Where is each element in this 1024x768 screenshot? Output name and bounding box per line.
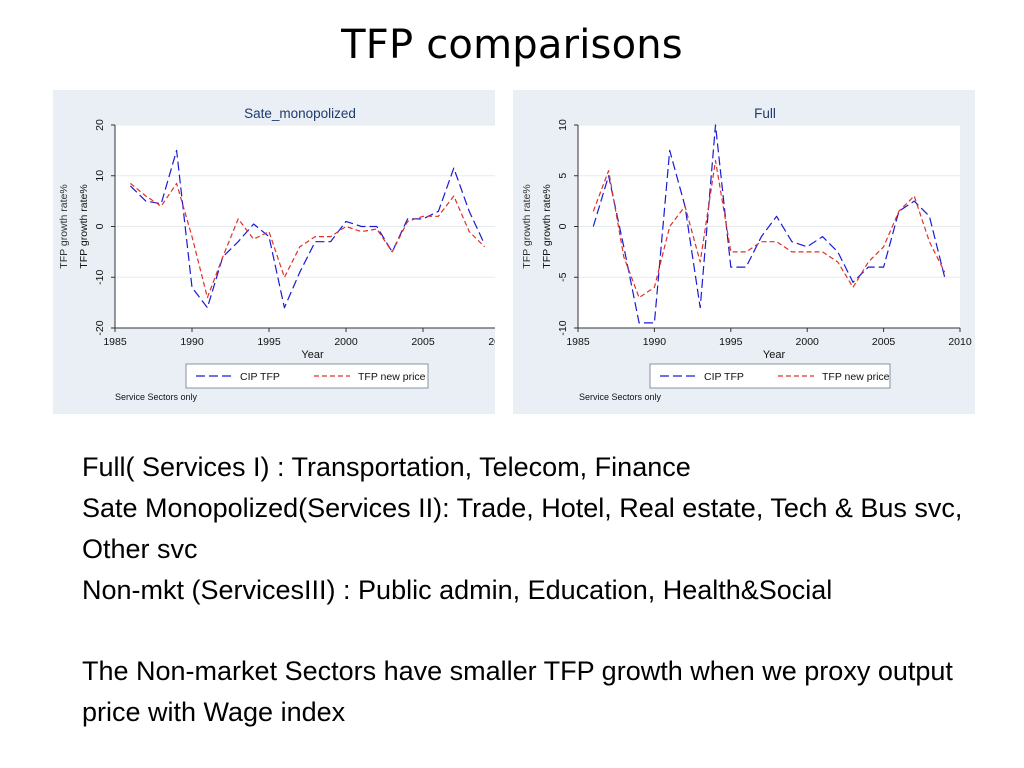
sector-line-sate-monopolized: Sate Monopolized(Services II): Trade, Ho… [82,493,963,564]
y-axis-label-secondary: TFP growth rate% [58,184,70,268]
chart-sate-monopolized: Sate_monopolized -20 -10 0 10 20 1985 1990 1995 2… [58,106,495,402]
x-tick-label: 2010 [948,336,972,348]
chart-panel-full: Full -10 -5 0 5 10 1985 1990 1995 2000 2005 2010 Yea… [513,90,975,414]
sector-line-non-mkt: Non-mkt (ServicesIII) : Public admin, Ed… [82,575,833,605]
y-axis-label: TFP growth rate% [541,184,553,268]
x-tick-label: 1995 [257,336,281,348]
chart-note: Service Sectors only [115,392,198,402]
x-tick-label: 1990 [643,336,667,348]
slide-title: TFP comparisons [341,22,683,68]
chart-title: Sate_monopolized [244,106,356,121]
series-line-cip-tfp [129,149,486,309]
x-axis-label: Year [301,349,324,361]
y-tick-label: -20 [94,320,106,335]
x-tick-label: 1995 [719,336,743,348]
series-line-tfp-new-price [592,159,946,299]
y-tick-label: 5 [557,173,569,179]
sector-line-full: Full( Services I) : Transportation, Tele… [82,452,691,482]
legend-label: TFP new price [822,371,890,383]
chart-title: Full [754,106,776,121]
x-tick-label: 2000 [796,336,820,348]
conclusion-line: The Non-market Sectors have smaller TFP … [82,656,953,727]
x-tick-label: 2005 [411,336,435,348]
y-axis-label-secondary: TFP growth rate% [521,184,533,268]
chart-full: Full -10 -5 0 5 10 1985 1990 1995 2000 2005 2010 Yea… [521,106,972,402]
y-tick-label: 0 [557,223,569,229]
x-tick-label: 1985 [103,336,127,348]
legend-label: TFP new price [358,371,426,383]
y-tick-label: 10 [557,119,569,131]
x-tick-label: 1990 [180,336,204,348]
x-tick-label: 2005 [872,336,896,348]
x-tick-label: 2000 [334,336,358,348]
y-tick-label: 10 [94,170,106,182]
y-axis-label: TFP growth rate% [78,184,90,268]
x-tick-label: 1985 [566,336,590,348]
chart-panel-sate-monopolized: Sate_monopolized -20 -10 0 10 20 1985 1990 1995 2… [53,90,495,414]
series-line-cip-tfp [592,124,946,324]
sector-definitions: Full( Services I) : Transportation, Tele… [82,447,982,611]
y-tick-label: -5 [557,272,569,281]
y-tick-label: 0 [94,223,106,229]
series-line-tfp-new-price [130,182,486,299]
y-tick-label: -10 [94,270,106,285]
y-tick-label: 20 [94,119,106,131]
legend-label: CIP TFP [240,371,280,383]
x-tick-label: 2010 [488,336,495,348]
legend-label: CIP TFP [704,371,744,383]
chart-note: Service Sectors only [579,392,662,402]
conclusion-text: The Non-market Sectors have smaller TFP … [82,651,982,733]
x-axis-label: Year [763,349,786,361]
y-tick-label: -10 [557,320,569,335]
